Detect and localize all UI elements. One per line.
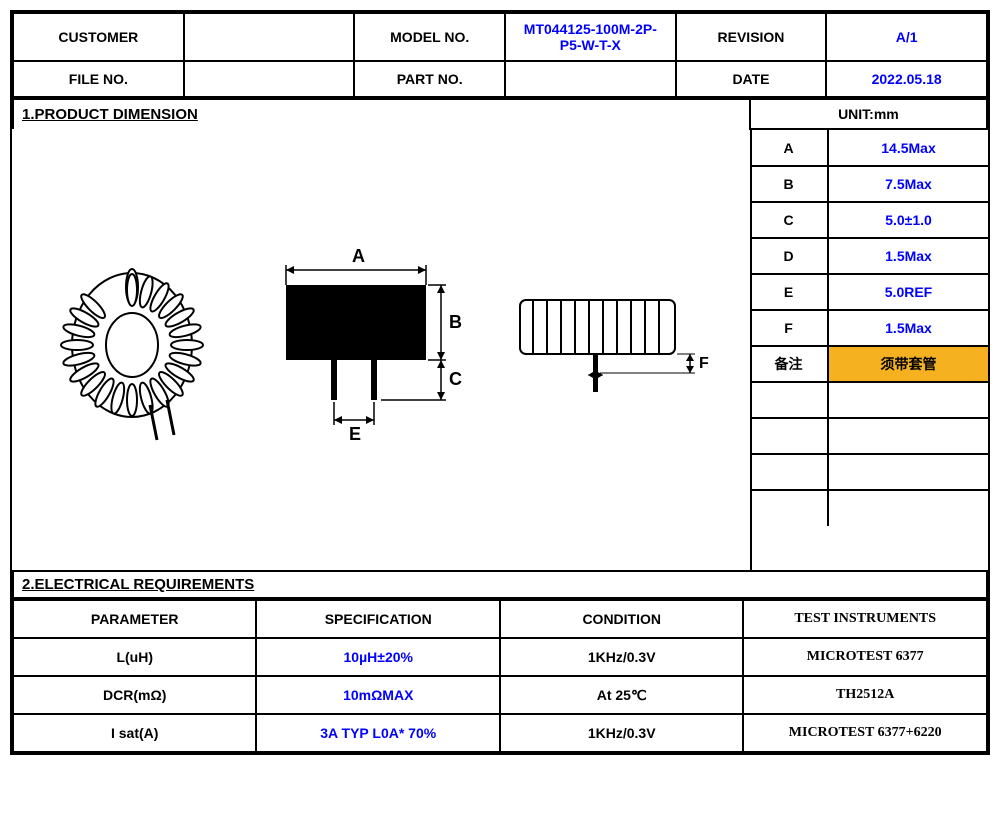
diagram-profile: A B — [246, 240, 466, 460]
elec-row-dcr: DCR(mΩ) 10mΩMAX At 25℃ TH2512A — [13, 676, 987, 714]
col-condition: CONDITION — [500, 600, 743, 638]
dim-key: D — [750, 238, 828, 274]
header-row-2: FILE NO. PART NO. DATE 2022.05.18 — [13, 61, 987, 97]
dimension-title: 1.PRODUCT DIMENSION — [13, 99, 750, 129]
part-value — [505, 61, 676, 97]
elec-row-isat: I sat(A) 3A TYP L0A* 70% 1KHz/0.3V MICRO… — [13, 714, 987, 752]
col-parameter: PARAMETER — [13, 600, 256, 638]
dim-key: B — [750, 166, 828, 202]
date-value: 2022.05.18 — [826, 61, 987, 97]
spec: 10mΩMAX — [256, 676, 500, 714]
dim-key: C — [750, 202, 828, 238]
electrical-title-row: 2.ELECTRICAL REQUIREMENTS — [13, 571, 987, 598]
electrical-section: 2.ELECTRICAL REQUIREMENTS — [12, 570, 988, 599]
spec: 10µH±20% — [256, 638, 500, 676]
file-value — [184, 61, 355, 97]
model-value: MT044125-100M-2P-P5-W-T-X — [505, 13, 676, 61]
dim-key: F — [750, 310, 828, 346]
dim-val: 1.5Max — [828, 310, 988, 346]
note-val: 须带套管 — [828, 346, 988, 382]
label-c: C — [449, 369, 462, 389]
header-row-1: CUSTOMER MODEL NO. MT044125-100M-2P-P5-W… — [13, 13, 987, 61]
file-label: FILE NO. — [13, 61, 184, 97]
label-f: F — [699, 355, 709, 372]
dimension-table: A14.5Max B7.5Max C5.0±1.0 D1.5Max E5.0RE… — [750, 130, 988, 526]
inst: MICROTEST 6377+6220 — [743, 714, 987, 752]
header-table: CUSTOMER MODEL NO. MT044125-100M-2P-P5-W… — [12, 12, 988, 98]
dimension-title-row: 1.PRODUCT DIMENSION UNIT:mm — [13, 99, 987, 129]
dim-val: 5.0REF — [828, 274, 988, 310]
electrical-table: PARAMETER SPECIFICATION CONDITION TEST I… — [12, 599, 988, 753]
dim-row-d: D1.5Max — [750, 238, 988, 274]
dimension-section: 1.PRODUCT DIMENSION UNIT:mm — [12, 98, 988, 130]
dim-row-b: B7.5Max — [750, 166, 988, 202]
electrical-title: 2.ELECTRICAL REQUIREMENTS — [13, 571, 987, 598]
cond: 1KHz/0.3V — [500, 638, 743, 676]
diagram-panel: A B — [12, 130, 752, 570]
dim-val: 7.5Max — [828, 166, 988, 202]
dim-key: A — [750, 130, 828, 166]
dim-row-f: F1.5Max — [750, 310, 988, 346]
dimension-table-panel: A14.5Max B7.5Max C5.0±1.0 D1.5Max E5.0RE… — [750, 130, 988, 570]
dim-row-a: A14.5Max — [750, 130, 988, 166]
model-label: MODEL NO. — [354, 13, 505, 61]
dim-row-c: C5.0±1.0 — [750, 202, 988, 238]
elec-header-row: PARAMETER SPECIFICATION CONDITION TEST I… — [13, 600, 987, 638]
dimension-area: A B — [12, 130, 988, 570]
diagram-side: F — [495, 265, 715, 435]
spec: 3A TYP L0A* 70% — [256, 714, 500, 752]
inst: MICROTEST 6377 — [743, 638, 987, 676]
revision-label: REVISION — [676, 13, 827, 61]
dim-row-e: E5.0REF — [750, 274, 988, 310]
note-key: 备注 — [750, 346, 828, 382]
datasheet: CUSTOMER MODEL NO. MT044125-100M-2P-P5-W… — [10, 10, 990, 755]
customer-label: CUSTOMER — [13, 13, 184, 61]
dim-val: 5.0±1.0 — [828, 202, 988, 238]
label-e: E — [349, 424, 361, 444]
cond: 1KHz/0.3V — [500, 714, 743, 752]
col-instruments: TEST INSTRUMENTS — [743, 600, 987, 638]
param: I sat(A) — [13, 714, 256, 752]
col-specification: SPECIFICATION — [256, 600, 500, 638]
cond: At 25℃ — [500, 676, 743, 714]
diagram-toroid — [47, 250, 217, 450]
inst: TH2512A — [743, 676, 987, 714]
label-a: A — [352, 246, 365, 266]
dim-row-note: 备注须带套管 — [750, 346, 988, 382]
dim-row-empty — [750, 418, 988, 454]
dim-row-empty — [750, 382, 988, 418]
revision-value: A/1 — [826, 13, 987, 61]
dim-row-empty — [750, 454, 988, 490]
date-label: DATE — [676, 61, 827, 97]
diagrams: A B — [12, 130, 750, 570]
dim-key: E — [750, 274, 828, 310]
part-label: PART NO. — [354, 61, 505, 97]
elec-row-l: L(uH) 10µH±20% 1KHz/0.3V MICROTEST 6377 — [13, 638, 987, 676]
dim-val: 1.5Max — [828, 238, 988, 274]
customer-value — [184, 13, 355, 61]
label-b: B — [449, 312, 462, 332]
dim-row-empty — [750, 490, 988, 526]
dim-val: 14.5Max — [828, 130, 988, 166]
param: L(uH) — [13, 638, 256, 676]
param: DCR(mΩ) — [13, 676, 256, 714]
unit-label: UNIT:mm — [750, 99, 987, 129]
